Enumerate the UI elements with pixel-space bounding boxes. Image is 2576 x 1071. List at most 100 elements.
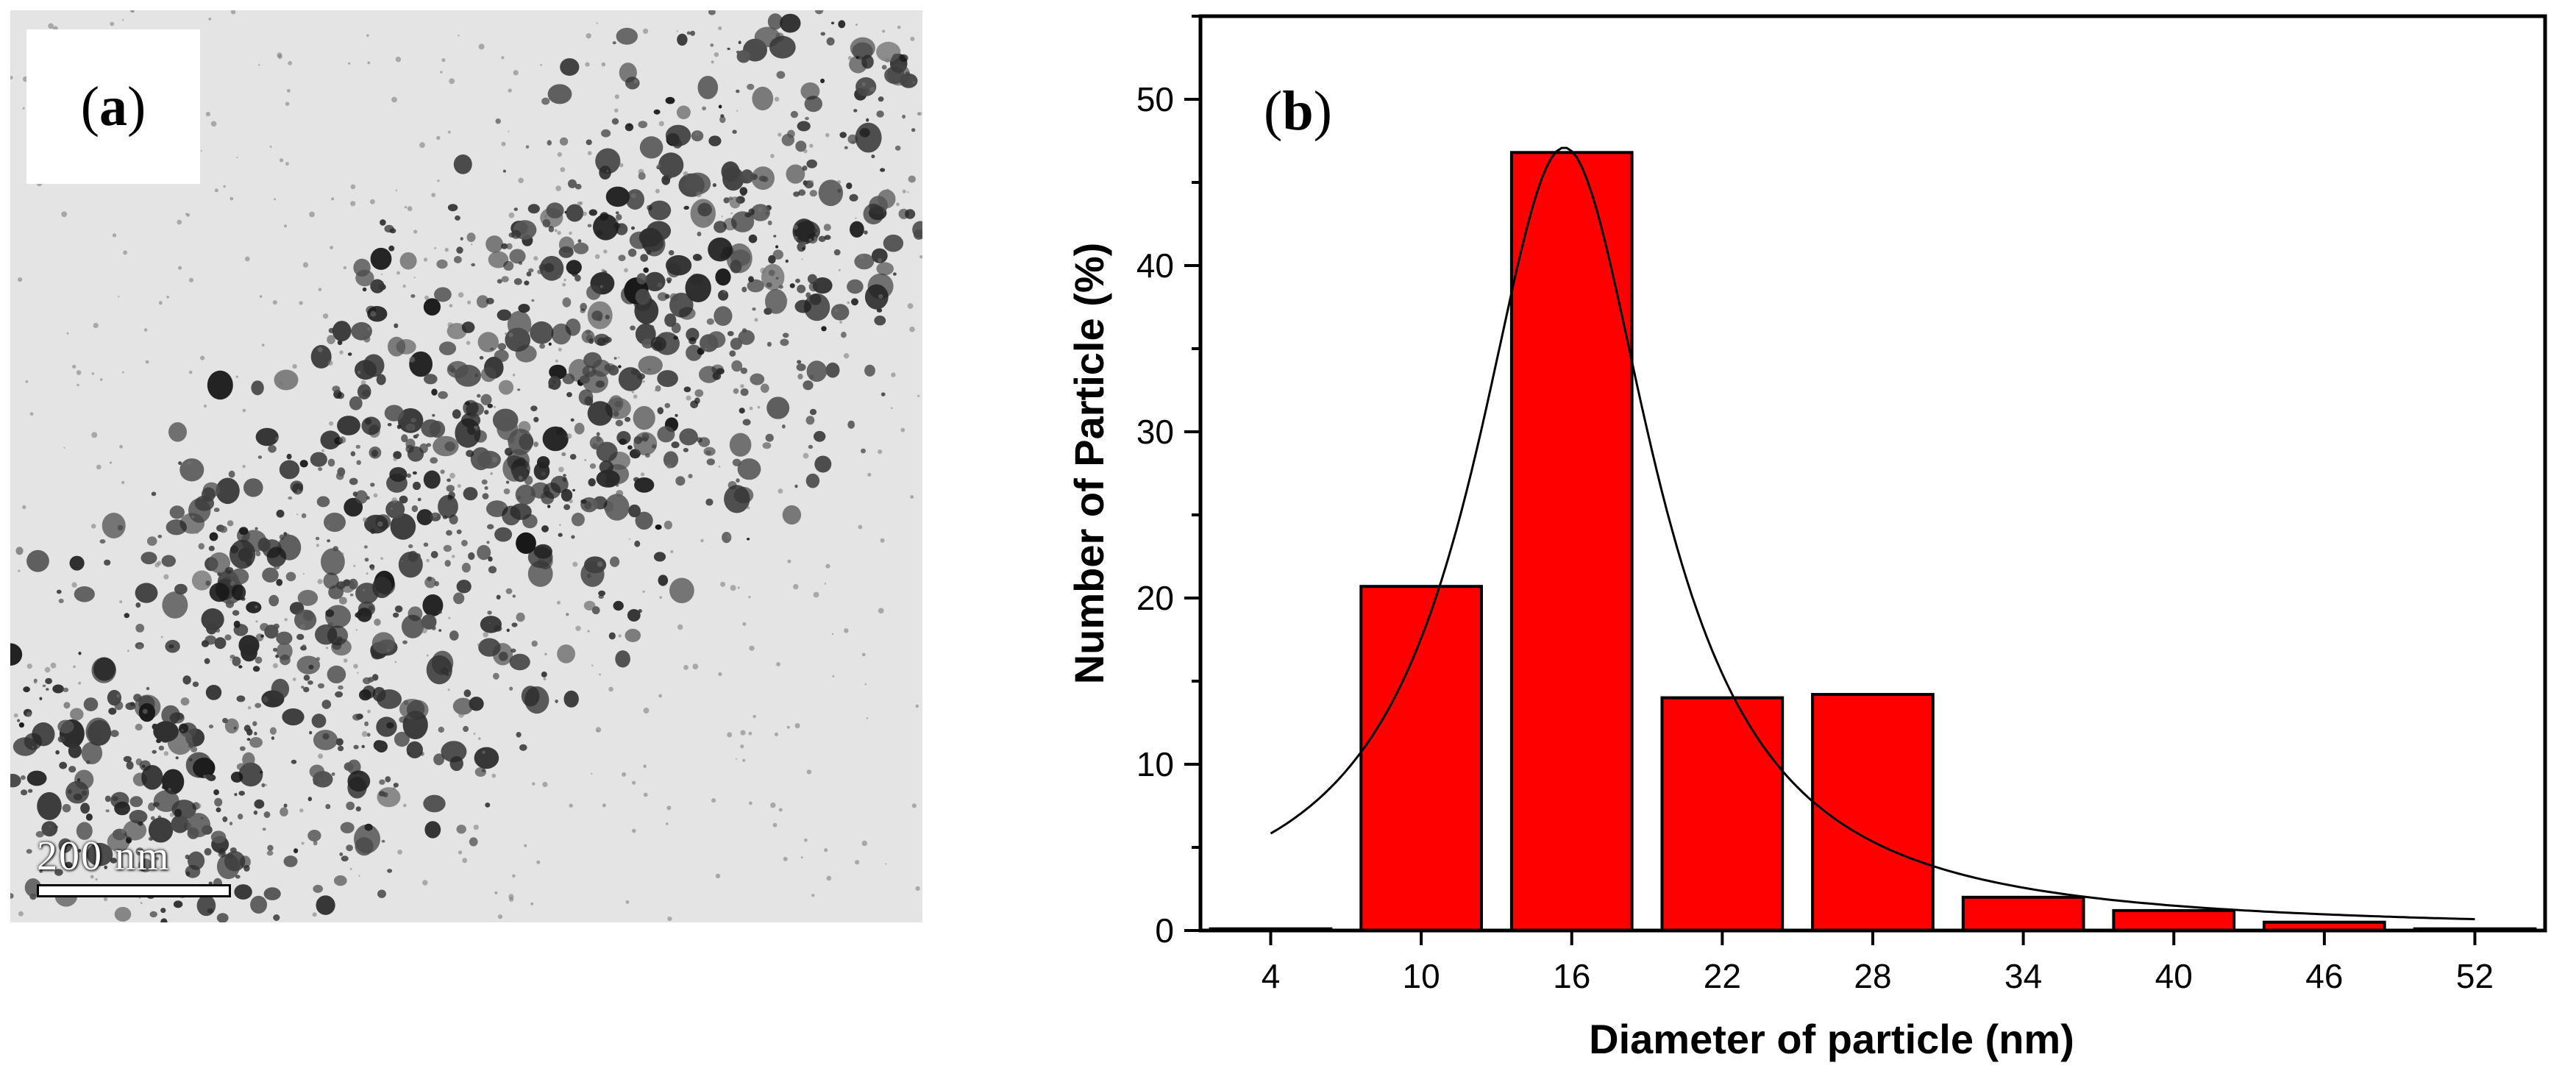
tem-particle (736, 478, 740, 483)
tem-particle (640, 254, 649, 262)
tem-particle (627, 123, 632, 127)
tem-particle (790, 110, 798, 118)
tem-speck (907, 303, 914, 309)
tem-speck (478, 43, 485, 50)
tem-speck (292, 363, 297, 369)
tem-speck (462, 858, 468, 864)
tem-particle (110, 730, 119, 738)
tem-particle (347, 352, 352, 356)
tem-speck (787, 559, 791, 563)
tem-particle (752, 307, 756, 311)
tem-particle (409, 351, 433, 377)
tem-speck (597, 561, 603, 567)
tem-particle (497, 309, 512, 321)
tem-particle (547, 505, 551, 508)
tem-speck (91, 372, 95, 375)
tem-speck (355, 629, 357, 631)
tem-particle (583, 600, 596, 611)
tem-particle (349, 477, 358, 485)
tem-particle (367, 306, 388, 322)
tem-particle (303, 686, 310, 693)
tem-particle (740, 388, 749, 396)
tem-particle (638, 227, 662, 247)
tem-particle (135, 723, 143, 731)
tem-particle (803, 241, 807, 244)
tem-speck (832, 675, 835, 677)
tem-speck (711, 60, 714, 64)
tem-particle (560, 58, 580, 76)
tem-speck (471, 243, 473, 246)
tem-particle (346, 801, 355, 811)
tem-particle (738, 40, 741, 44)
tem-speck (632, 828, 636, 833)
tem-particle (474, 747, 499, 769)
tem-particle (162, 591, 188, 619)
tem-speck (322, 313, 329, 319)
tem-particle (76, 822, 93, 840)
tem-particle (568, 179, 577, 188)
tem-particle (530, 321, 554, 344)
tem-particle (327, 458, 335, 467)
tem-speck (96, 464, 102, 470)
tem-particle (205, 685, 222, 700)
tem-speck (302, 573, 305, 575)
tem-speck (452, 555, 455, 558)
tem-particle (361, 744, 366, 749)
tem-particle (781, 133, 795, 146)
tem-particle (216, 628, 221, 633)
tem-particle (736, 89, 740, 93)
tem-particle (566, 392, 572, 397)
tem-speck (666, 463, 672, 469)
tem-particle (308, 664, 314, 669)
tem-speck (143, 328, 148, 332)
tem-speck (413, 277, 416, 279)
tem-particle (595, 148, 621, 174)
tem-speck (245, 256, 250, 262)
tem-particle (104, 795, 111, 803)
tem-particle (493, 672, 499, 680)
tem-speck (760, 267, 766, 274)
tem-particle (495, 118, 501, 124)
tem-speck (274, 198, 276, 201)
tem-particle (616, 431, 631, 445)
tem-speck (426, 558, 430, 563)
tem-particle (41, 821, 58, 837)
tem-particle (216, 913, 229, 922)
tem-particle (747, 83, 755, 90)
tem-particle (246, 738, 251, 741)
tem-particle (88, 719, 112, 746)
tem-particle (859, 128, 870, 138)
tem-speck (512, 374, 516, 377)
tem-speck (391, 508, 393, 510)
tem-particle (482, 493, 489, 499)
tem-particle (294, 609, 317, 630)
tem-particle (104, 559, 111, 566)
tem-particle (224, 718, 239, 734)
tem-speck (686, 395, 691, 401)
tem-particle (68, 744, 82, 758)
tem-particle (563, 690, 579, 708)
tem-particle (633, 406, 655, 430)
tem-particle (541, 671, 547, 677)
tem-particle (605, 186, 630, 207)
tem-speck (847, 56, 853, 60)
tem-particle (625, 416, 631, 422)
tem-speck (839, 321, 842, 324)
tem-particle (461, 539, 468, 547)
tem-speck (299, 808, 304, 813)
tem-speck (659, 596, 662, 599)
tem-speck (447, 130, 451, 134)
tem-particle (321, 548, 345, 575)
tem-particle (380, 219, 386, 226)
tem-particle (207, 370, 233, 400)
tem-particle (86, 842, 113, 867)
tem-speck (721, 216, 723, 218)
tem-particle (874, 316, 886, 326)
tem-particle (507, 310, 532, 338)
tem-particle (57, 736, 65, 743)
tem-particle (370, 566, 375, 571)
tem-speck (811, 894, 815, 897)
tem-speck (259, 295, 263, 298)
tem-particle (477, 394, 481, 398)
tem-speck (714, 52, 719, 57)
